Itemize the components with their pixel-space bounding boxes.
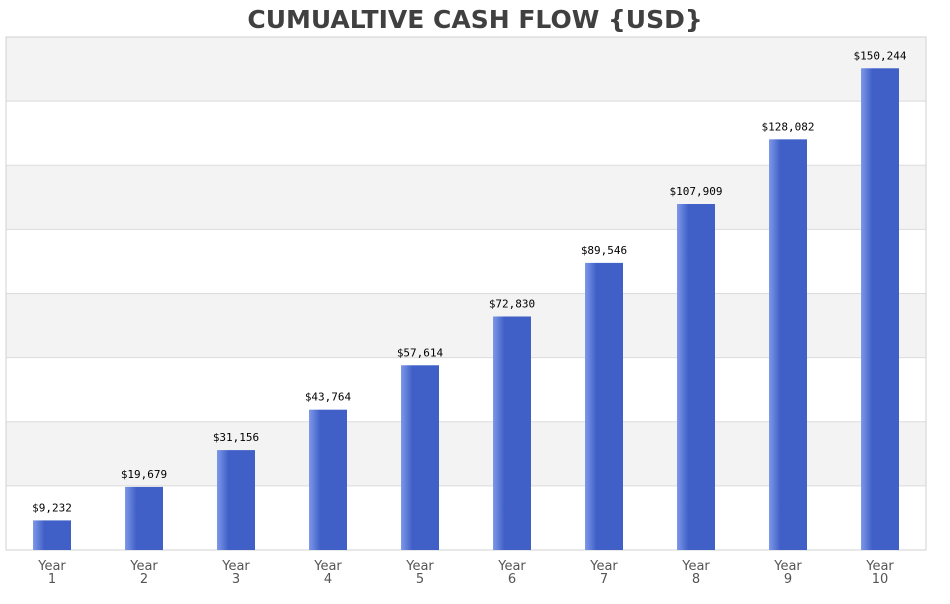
background-band <box>6 37 926 102</box>
bar-year-8 <box>677 204 715 550</box>
x-tick-label-year-5: Year 5 <box>405 559 434 587</box>
value-label-year-6: $72,830 <box>489 297 535 310</box>
bar-year-10 <box>861 68 899 550</box>
x-tick-label-year-9: Year 9 <box>773 559 802 587</box>
value-label-year-10: $150,244 <box>854 49 907 62</box>
value-label-year-7: $89,546 <box>581 244 627 257</box>
x-tick-label-year-6: Year 6 <box>497 559 526 587</box>
bar-year-4 <box>309 409 347 550</box>
bar-year-3 <box>217 450 255 550</box>
x-tick-label-year-8: Year 8 <box>681 559 710 587</box>
value-label-year-9: $128,082 <box>762 120 815 133</box>
x-axis-tick-labels: Year 1 Year 2 Year 3 Year 4 Year 5 Year 6 Year 7 Year 8… <box>37 559 894 587</box>
value-label-year-4: $43,764 <box>305 391 352 404</box>
x-tick-label-year-4: Year 4 <box>313 559 342 587</box>
x-tick-label-year-7: Year 7 <box>589 559 618 587</box>
bar-year-1 <box>33 520 71 550</box>
value-label-year-8: $107,909 <box>670 185 723 198</box>
bar-year-5 <box>401 365 439 550</box>
x-tick-label-year-10: Year 10 <box>865 559 894 587</box>
plot-frame <box>5 36 927 551</box>
x-tick-label-year-3: Year 3 <box>221 559 250 587</box>
bar-year-6 <box>493 316 531 550</box>
value-label-year-5: $57,614 <box>397 346 444 359</box>
bar-year-9 <box>769 139 807 550</box>
bar-series <box>33 68 899 550</box>
x-tick-label-year-2: Year 2 <box>129 559 158 587</box>
value-label-year-3: $31,156 <box>213 431 259 444</box>
bar-year-2 <box>125 486 163 550</box>
chart-title: CUMUALTIVE CASH FLOW {USD} <box>247 5 702 34</box>
value-label-year-1: $9,232 <box>32 501 72 514</box>
bar-year-7 <box>585 262 623 550</box>
x-tick-label-year-1: Year 1 <box>37 559 66 587</box>
value-labels: $9,232 $19,679 $31,156 $43,764 $57,614 $72,83… <box>32 49 907 514</box>
value-label-year-2: $19,679 <box>121 468 167 481</box>
